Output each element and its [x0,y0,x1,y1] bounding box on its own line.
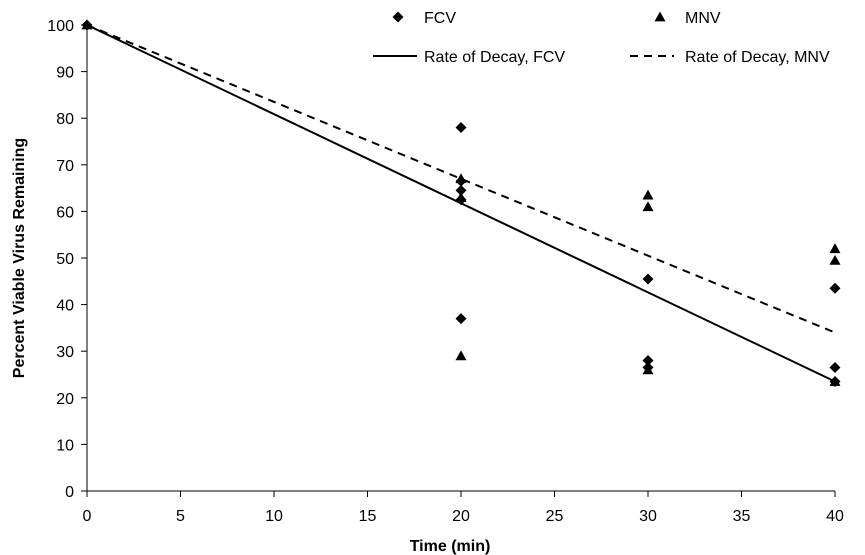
x-tick-label: 5 [176,508,185,525]
mnv-decay-line [86,24,836,334]
mnv-point [829,254,841,265]
mnv-point [642,201,654,212]
x-tick-label: 20 [452,508,470,525]
mnv-point [642,364,654,375]
legend-item: Rate of Decay, MNV [630,49,830,66]
legend: FCV MNV Rate of Decay, FCV Rate of Decay, M… [373,10,830,66]
x-tick-label: 30 [639,508,657,525]
fcv-point [455,122,467,134]
legend-triangle-symbol [654,11,666,22]
mnv-point [455,350,467,361]
x-tick-label: 10 [265,508,283,525]
y-tick-label: 60 [56,204,74,221]
legend-label: FCV [424,10,456,27]
mnv-point [642,189,654,200]
x-tick-label: 25 [546,508,564,525]
y-tick-label: 40 [56,298,74,315]
y-tick-label: 0 [65,484,74,501]
y-tick-label: 10 [56,437,74,454]
y-axis-title: Percent Viable Virus Remaining [11,138,28,378]
legend-item: FCV [392,10,456,27]
y-tick-label: 90 [56,65,74,82]
x-tick-label: 15 [359,508,377,525]
legend-label: Rate of Decay, MNV [685,49,830,66]
data-markers [81,19,841,387]
fcv-point [455,313,467,325]
y-tick-label: 30 [56,344,74,361]
fcv-point [455,184,467,196]
fcv-point [642,273,654,285]
y-tick-label: 70 [56,158,74,175]
legend-label: MNV [685,10,721,27]
y-tick-label: 20 [56,391,74,408]
x-tick-label: 40 [826,508,844,525]
legend-item: Rate of Decay, FCV [373,49,565,66]
x-axis-ticks: 0 5 10 15 20 25 30 35 40 [83,491,844,525]
y-tick-label: 80 [56,111,74,128]
x-tick-label: 35 [733,508,751,525]
y-tick-label: 50 [56,251,74,268]
mnv-point [829,243,841,254]
x-axis-title: Time (min) [410,538,491,555]
mnv-point [455,191,467,202]
legend-label: Rate of Decay, FCV [424,49,565,66]
fcv-point [642,355,654,367]
mnv-point [81,19,93,30]
mnv-point [829,375,841,386]
mnv-point [455,173,467,184]
y-tick-label: 100 [47,18,74,35]
fcv-point [829,362,841,374]
y-axis-ticks: 0 10 20 30 40 50 60 70 80 90 100 [47,18,87,501]
legend-diamond-symbol [392,11,404,23]
fcv-point [829,282,841,294]
x-tick-label: 0 [83,508,92,525]
legend-item: MNV [654,10,721,27]
